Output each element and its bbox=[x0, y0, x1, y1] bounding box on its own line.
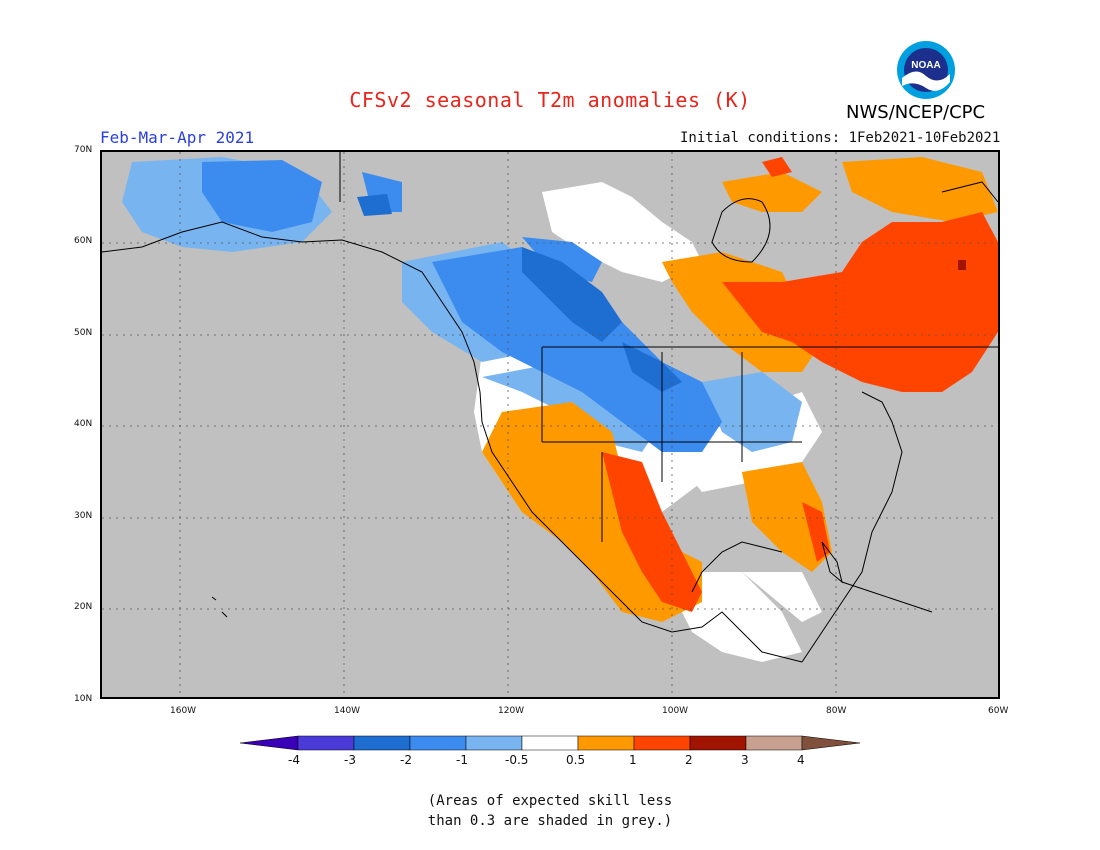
lat-label-60n: 60N bbox=[74, 236, 93, 246]
lon-label-100w: 100W bbox=[662, 706, 689, 716]
legend-tick: 4 bbox=[797, 753, 805, 767]
legend-tick: 3 bbox=[741, 753, 749, 767]
legend-tick: 2 bbox=[685, 753, 693, 767]
warm-anomaly-extreme bbox=[958, 260, 966, 270]
legend-swatch bbox=[577, 735, 635, 751]
footnote-line-1: (Areas of expected skill less bbox=[427, 793, 673, 809]
legend-arrow-left bbox=[239, 735, 299, 751]
cool-anomaly-medium bbox=[202, 160, 722, 452]
legend-swatch bbox=[409, 735, 467, 751]
coastlines bbox=[102, 152, 998, 663]
lon-label-120w: 120W bbox=[498, 706, 525, 716]
legend-tick: 0.5 bbox=[566, 753, 586, 767]
legend-swatch bbox=[689, 735, 747, 751]
legend-swatch bbox=[633, 735, 691, 751]
lon-label-160w: 160W bbox=[170, 706, 197, 716]
noaa-logo: NOAA bbox=[896, 40, 956, 100]
agency-label: NWS/NCEP/CPC bbox=[846, 102, 986, 123]
cool-anomaly-strong bbox=[357, 194, 682, 392]
legend-swatch bbox=[297, 735, 355, 751]
legend-arrow-right bbox=[801, 735, 861, 751]
legend-colorbar bbox=[239, 735, 861, 751]
legend-swatch bbox=[745, 735, 803, 751]
lon-label-80w: 80W bbox=[826, 706, 847, 716]
initial-conditions-label: Initial conditions: 1Feb2021-10Feb2021 bbox=[680, 130, 1001, 146]
skill-footnote: (Areas of expected skill less than 0.3 a… bbox=[0, 791, 1100, 831]
lat-label-30n: 30N bbox=[74, 511, 93, 521]
lat-label-40n: 40N bbox=[74, 419, 93, 429]
legend-tick: 1 bbox=[629, 753, 637, 767]
chart-title: CFSv2 seasonal T2m anomalies (K) bbox=[349, 88, 751, 112]
legend-tick: -0.5 bbox=[505, 753, 529, 767]
legend-tick: -2 bbox=[400, 753, 412, 767]
legend-swatch bbox=[521, 735, 579, 751]
lat-label-10n: 10N bbox=[74, 694, 93, 704]
legend-tick: -3 bbox=[344, 753, 356, 767]
legend-tick: -1 bbox=[456, 753, 468, 767]
lat-label-20n: 20N bbox=[74, 602, 93, 612]
legend-tick: -4 bbox=[288, 753, 300, 767]
legend-swatch bbox=[465, 735, 523, 751]
lon-label-60w: 60W bbox=[988, 706, 1009, 716]
anomaly-map bbox=[100, 150, 1000, 699]
footnote-line-2: than 0.3 are shaded in grey.) bbox=[427, 813, 673, 829]
season-label: Feb-Mar-Apr 2021 bbox=[100, 128, 255, 147]
lon-label-140w: 140W bbox=[334, 706, 361, 716]
legend-swatch bbox=[353, 735, 411, 751]
logo-text: NOAA bbox=[911, 60, 940, 71]
graticule bbox=[102, 152, 998, 697]
lat-label-70n: 70N bbox=[74, 145, 93, 155]
lat-label-50n: 50N bbox=[74, 328, 93, 338]
